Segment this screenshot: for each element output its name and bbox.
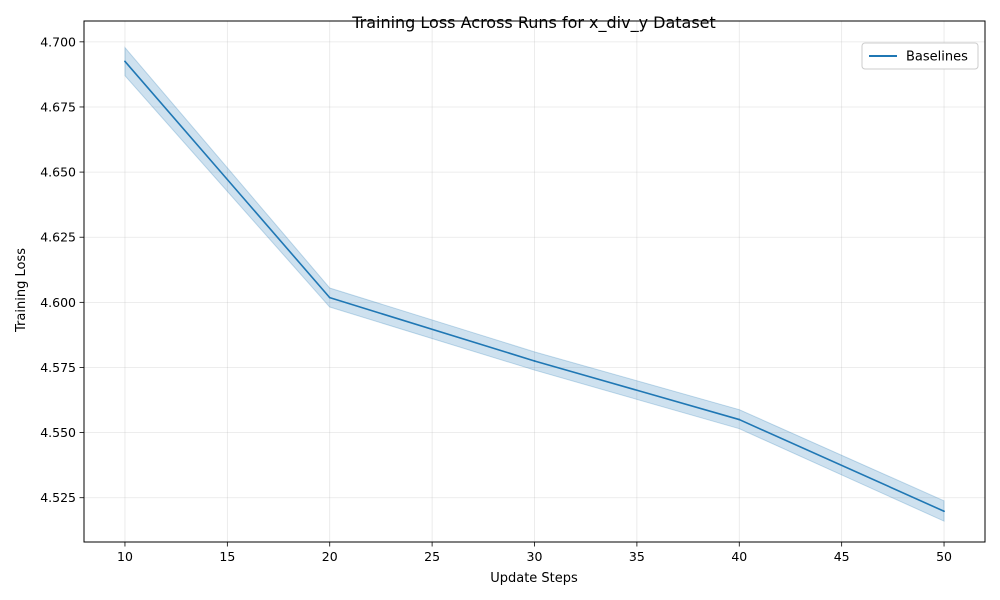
data-point <box>533 360 536 362</box>
data-point <box>738 418 741 421</box>
legend-label-baselines: Baselines <box>906 50 968 65</box>
x-axis-ticks: 10 15 20 25 30 35 40 45 50 <box>117 542 952 564</box>
y-axis-label: Training Loss <box>14 248 29 333</box>
y-tick-label: 4.700 <box>40 34 76 49</box>
legend: Baselines <box>861 42 979 70</box>
grid <box>84 21 985 542</box>
y-axis-ticks: 4.525 4.550 4.575 4.600 4.625 4.650 4.675 4.700 <box>40 34 84 505</box>
x-tick-label: 10 <box>117 549 133 564</box>
x-tick-label: 50 <box>936 549 952 564</box>
y-tick-label: 4.650 <box>40 165 76 180</box>
y-tick-label: 4.675 <box>40 99 76 114</box>
x-tick-label: 40 <box>731 549 747 564</box>
x-tick-label: 35 <box>629 549 645 564</box>
y-tick-label: 4.600 <box>40 295 76 310</box>
legend-box <box>861 42 979 70</box>
x-axis-label: Update Steps <box>490 571 578 586</box>
x-tick-label: 25 <box>424 549 440 564</box>
x-tick-label: 45 <box>834 549 850 564</box>
data-point <box>124 60 126 63</box>
y-tick-label: 4.525 <box>40 490 76 505</box>
series-lines <box>124 60 945 513</box>
y-tick-label: 4.625 <box>40 230 76 245</box>
data-point <box>943 510 945 513</box>
chart-title: Training Loss Across Runs for x_div_y Da… <box>351 13 716 33</box>
y-tick-label: 4.550 <box>40 425 76 440</box>
data-point <box>328 296 331 299</box>
x-tick-label: 15 <box>219 549 235 564</box>
x-tick-label: 30 <box>527 549 543 564</box>
x-tick-label: 20 <box>322 549 338 564</box>
y-tick-label: 4.575 <box>40 360 76 375</box>
